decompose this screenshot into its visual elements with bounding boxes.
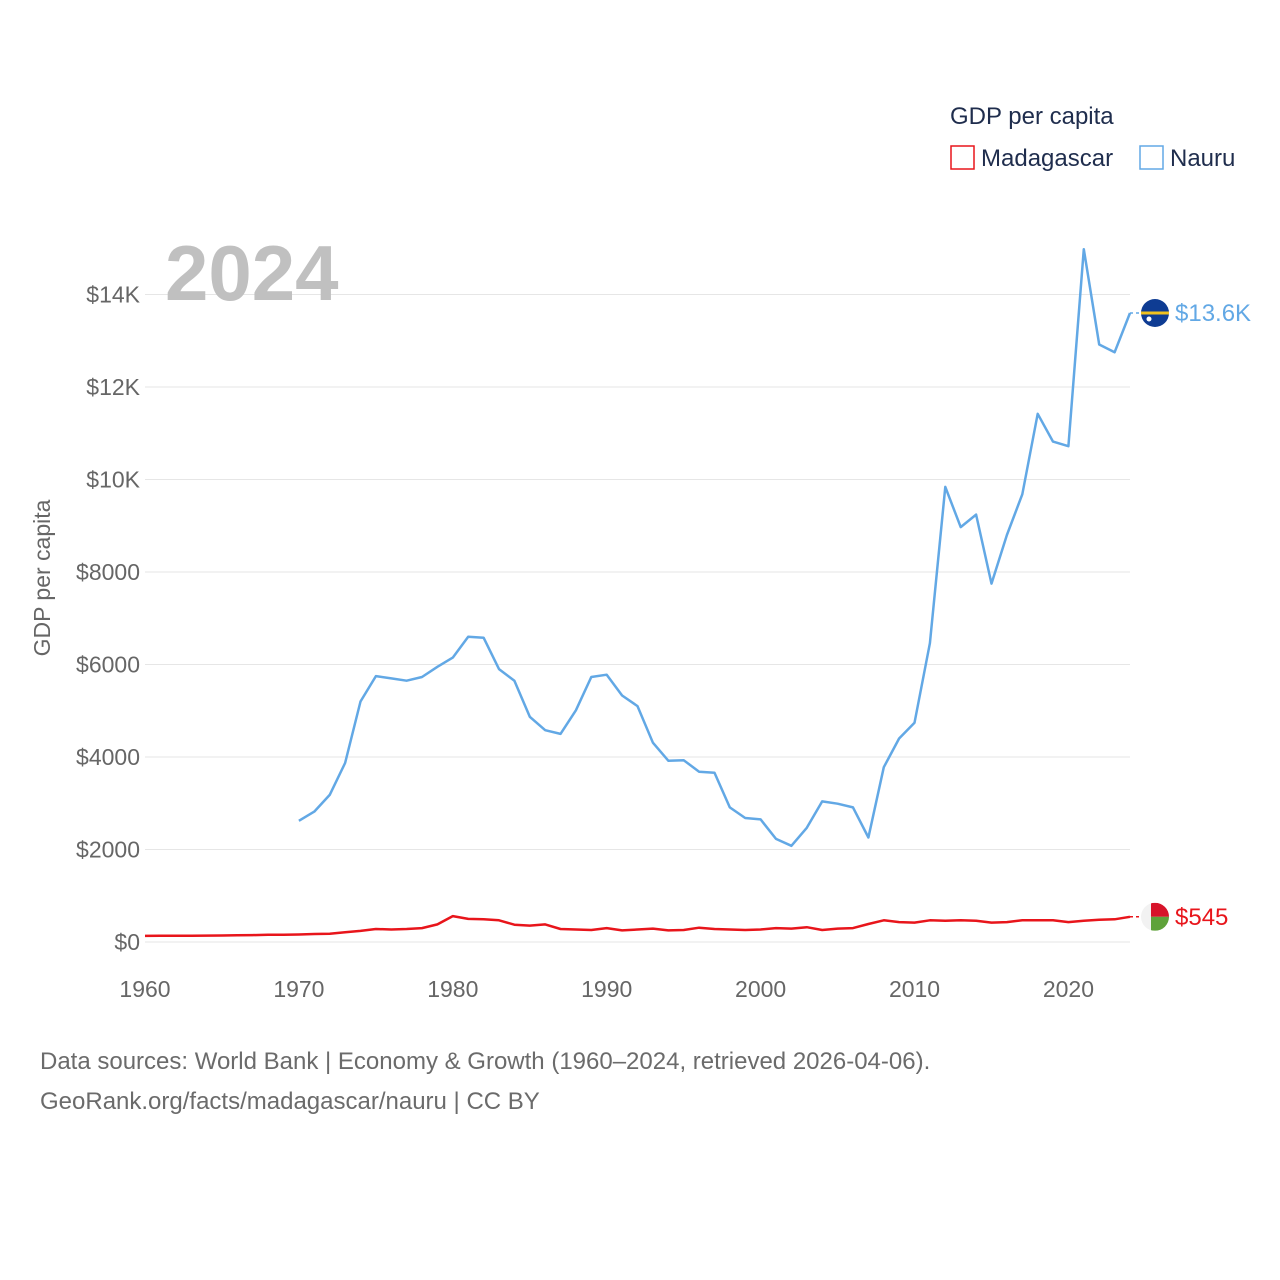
- madagascar-flag-icon: [1141, 902, 1169, 931]
- legend-item-nauru[interactable]: Nauru: [1139, 145, 1235, 172]
- end-markers: $545 $13.6K: [1130, 299, 1251, 931]
- x-tick-label: 1990: [581, 976, 632, 1002]
- end-label-madagascar: $545: [1175, 904, 1228, 931]
- source-line: Data sources: World Bank | Economy & Gro…: [40, 1048, 931, 1075]
- x-axis: 1960 1970 1980 1990 2000 2010 2020: [119, 976, 1094, 1002]
- y-tick-label: $8000: [76, 559, 140, 585]
- legend-swatch-madagascar: [950, 145, 975, 170]
- y-tick-label: $4000: [76, 744, 140, 770]
- series-line-madagascar[interactable]: [144, 914, 1131, 938]
- x-tick-label: 2020: [1043, 976, 1094, 1002]
- x-tick-label: 1970: [273, 976, 324, 1002]
- gdp-chart: $0$2000$4000$6000$8000$10K$12K$14K 1960 1…: [29, 103, 1251, 1002]
- y-tick-label: $6000: [76, 652, 140, 678]
- y-axis: $0 $2000 $4000 $6000 $8000 $10K $12K $14K: [76, 282, 141, 956]
- y-tick-label: $0: [114, 929, 140, 955]
- legend-swatch-nauru: [1139, 145, 1164, 170]
- nauru-flag-icon: [1141, 299, 1169, 327]
- y-axis-title: GDP per capita: [29, 499, 55, 656]
- x-tick-label: 2000: [735, 976, 786, 1002]
- current-year-label: 2024: [165, 229, 339, 317]
- series-lines: [144, 247, 1132, 938]
- legend-label-nauru: Nauru: [1170, 145, 1235, 172]
- legend[interactable]: GDP per capita Madagascar Nauru: [950, 103, 1235, 172]
- legend-label-madagascar: Madagascar: [981, 145, 1113, 172]
- legend-title: GDP per capita: [950, 103, 1114, 130]
- source-note: Data sources: World Bank | Economy & Gro…: [40, 1042, 930, 1122]
- x-tick-label: 1980: [427, 976, 478, 1002]
- gridlines: [145, 294, 1130, 943]
- y-tick-label: $14K: [86, 282, 140, 308]
- x-tick-label: 1960: [119, 976, 170, 1002]
- y-tick-label: $2000: [76, 837, 140, 863]
- series-line-nauru[interactable]: [298, 247, 1132, 848]
- legend-item-madagascar[interactable]: Madagascar: [950, 145, 1113, 172]
- end-label-nauru: $13.6K: [1175, 300, 1251, 327]
- attribution-line[interactable]: GeoRank.org/facts/madagascar/nauru | CC …: [40, 1088, 540, 1115]
- x-tick-label: 2010: [889, 976, 940, 1002]
- y-tick-label: $10K: [86, 467, 140, 493]
- y-tick-label: $12K: [86, 374, 140, 400]
